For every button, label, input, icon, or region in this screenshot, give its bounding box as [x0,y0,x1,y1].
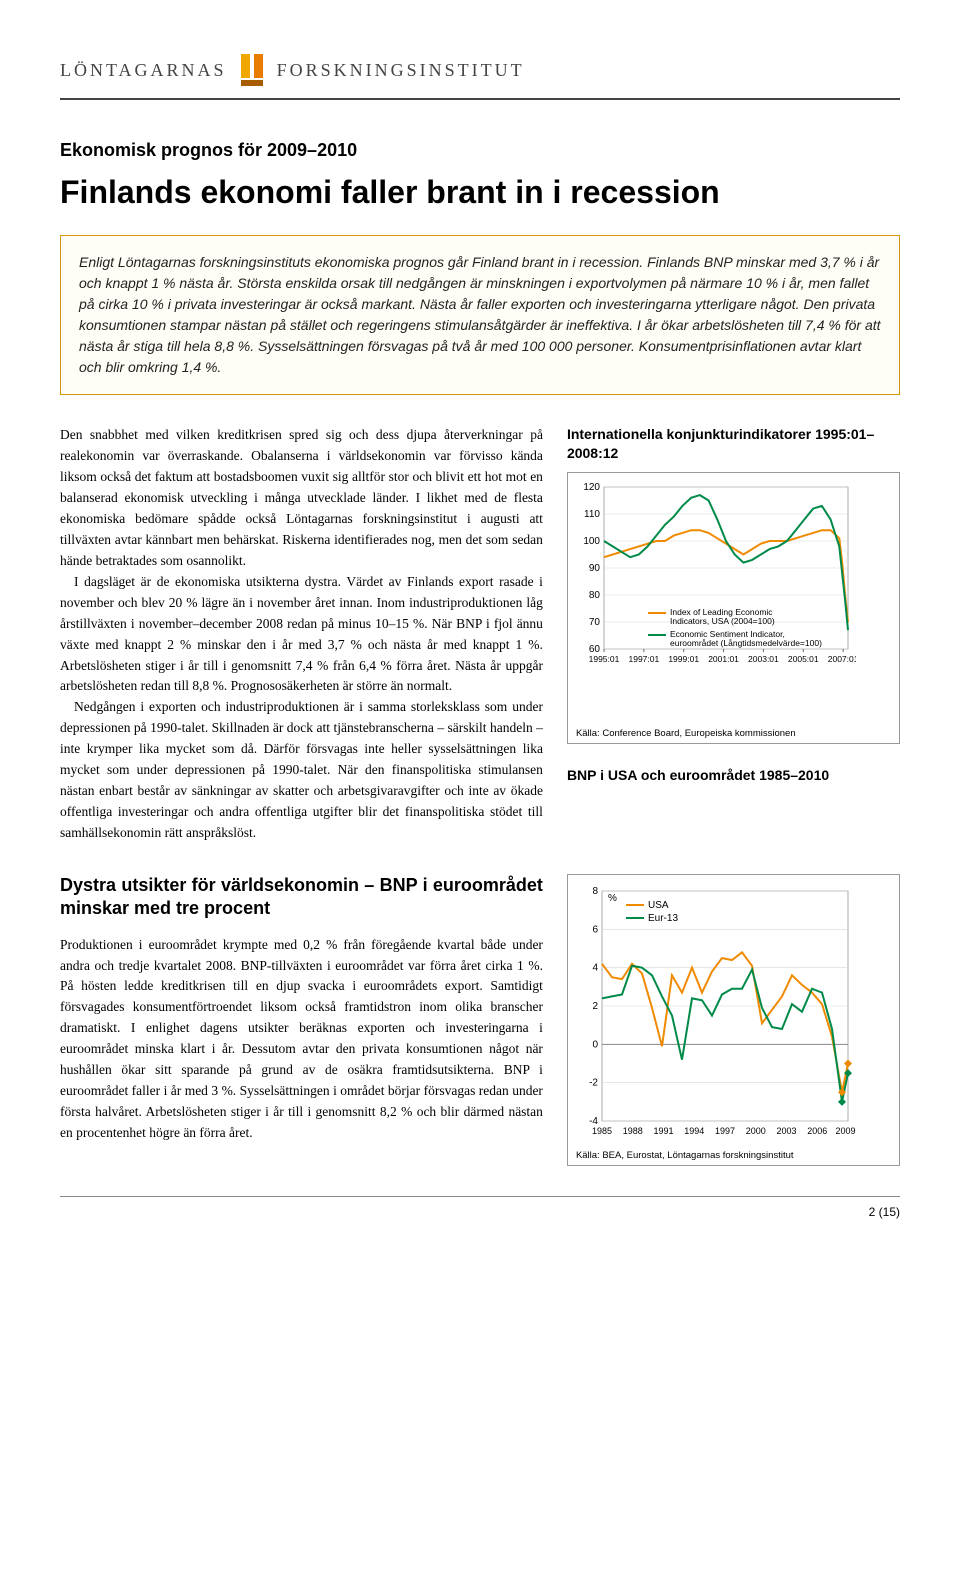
svg-text:euroområdet (Långtidsmedelvärd: euroområdet (Långtidsmedelvärde=100) [670,638,822,648]
page-number: 2 (15) [60,1196,900,1219]
page-header: LÖNTAGARNAS FORSKNINGSINSTITUT [60,50,900,100]
svg-text:Indicators, USA (2004=100): Indicators, USA (2004=100) [670,616,775,626]
section2-title: Dystra utsikter för världsekonomin – BNP… [60,874,543,921]
svg-text:2: 2 [592,1001,598,1012]
svg-text:110: 110 [584,509,600,520]
svg-text:2006: 2006 [807,1126,827,1136]
svg-text:100: 100 [583,536,600,547]
chart2-source: Källa: BEA, Eurostat, Löntagarnas forskn… [576,1150,891,1161]
svg-text:6: 6 [592,924,598,935]
svg-text:2009p: 2009p [835,1126,856,1136]
svg-text:1994: 1994 [684,1126,704,1136]
svg-text:-2: -2 [589,1077,598,1088]
svg-text:70: 70 [589,617,601,628]
paragraph: I dagsläget är de ekonomiska utsikterna … [60,572,543,698]
svg-text:80: 80 [589,590,601,601]
svg-text:2000: 2000 [746,1126,766,1136]
chart2-title: BNP i USA och euroområdet 1985–2010 [567,766,900,784]
chart2-svg: -4-202468%198519881991199419972000200320… [576,883,856,1143]
svg-text:%: % [608,893,617,904]
svg-text:1988: 1988 [623,1126,643,1136]
svg-text:90: 90 [589,563,601,574]
header-left-text: LÖNTAGARNAS [60,60,227,81]
chart1-source: Källa: Conference Board, Europeiska komm… [576,728,891,739]
body-text-2: Dystra utsikter för världsekonomin – BNP… [60,874,543,1166]
svg-text:1991: 1991 [653,1126,673,1136]
svg-text:4: 4 [592,962,598,973]
svg-text:1995:01: 1995:01 [589,654,620,664]
summary-box: Enligt Löntagarnas forskningsinstituts e… [60,235,900,395]
columns-2: Dystra utsikter för världsekonomin – BNP… [60,874,900,1166]
svg-text:120: 120 [583,482,600,493]
sidebar-1: Internationella konjunkturindikatorer 19… [567,425,900,843]
svg-text:Eur-13: Eur-13 [648,913,678,924]
paragraph: Den snabbhet med vilken kreditkrisen spr… [60,425,543,571]
svg-text:2003: 2003 [776,1126,796,1136]
sidebar-2: -4-202468%198519881991199419972000200320… [567,874,900,1166]
svg-text:2005:01: 2005:01 [788,654,819,664]
svg-text:1997: 1997 [715,1126,735,1136]
svg-text:0: 0 [592,1039,598,1050]
svg-text:2003:01: 2003:01 [748,654,779,664]
page-title: Finlands ekonomi faller brant in i reces… [60,173,900,211]
chart1-title: Internationella konjunkturindikatorer 19… [567,425,900,461]
svg-text:USA: USA [648,900,669,911]
body-text-1: Den snabbhet med vilken kreditkrisen spr… [60,425,543,843]
svg-text:2007:01: 2007:01 [828,654,856,664]
svg-text:8: 8 [592,886,598,897]
chart1-box: 607080901001101201995:011997:011999:0120… [567,472,900,744]
columns-1: Den snabbhet med vilken kreditkrisen spr… [60,425,900,843]
svg-text:1985: 1985 [592,1126,612,1136]
institute-logo-icon [237,50,267,90]
chart1-svg: 607080901001101201995:011997:011999:0120… [576,481,856,721]
chart1-area: 607080901001101201995:011997:011999:0120… [576,481,891,724]
svg-text:2001:01: 2001:01 [708,654,739,664]
header-right-text: FORSKNINGSINSTITUT [277,60,525,81]
paragraph: Nedgången i exporten och industriprodukt… [60,697,543,843]
chart2-box: -4-202468%198519881991199419972000200320… [567,874,900,1166]
svg-text:1997:01: 1997:01 [628,654,659,664]
svg-text:1999:01: 1999:01 [668,654,699,664]
paragraph: Produktionen i euroområdet krympte med 0… [60,935,543,1144]
pretitle: Ekonomisk prognos för 2009–2010 [60,140,900,161]
chart2-area: -4-202468%198519881991199419972000200320… [576,883,891,1146]
